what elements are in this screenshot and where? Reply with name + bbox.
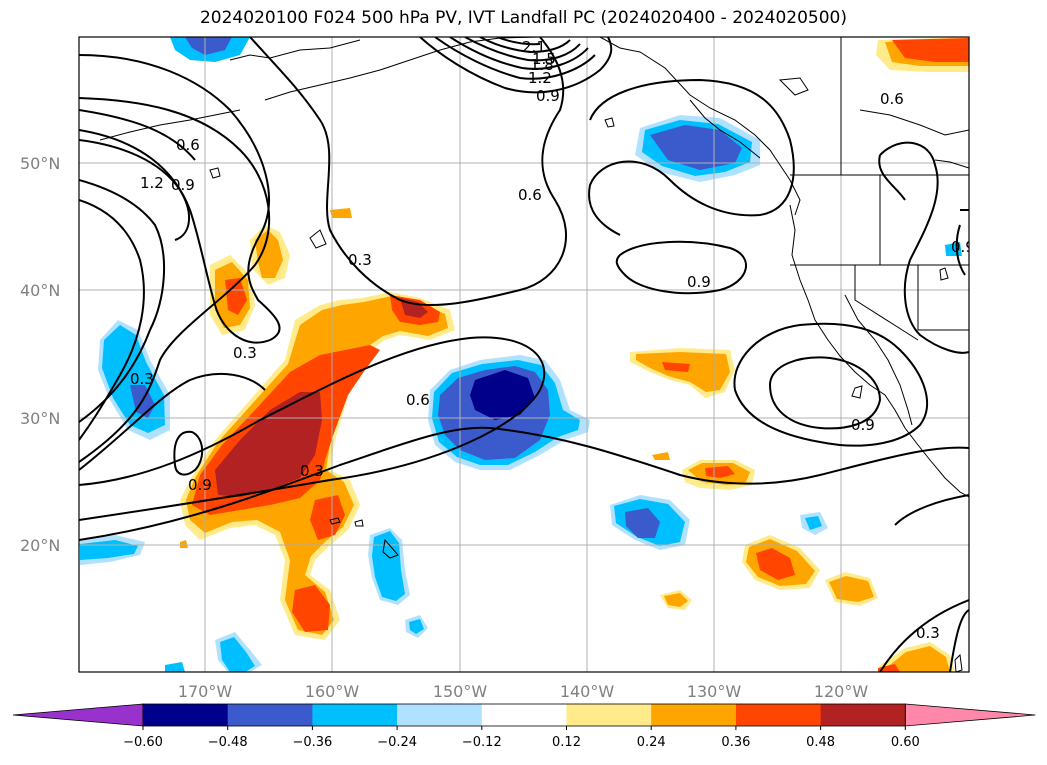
- colorbar-segment: [227, 704, 313, 726]
- contour-label: 0.6: [176, 136, 200, 154]
- shade-orange-2: [330, 208, 352, 218]
- pv-shading: [80, 37, 969, 672]
- shade-red-br: [878, 664, 900, 672]
- colorbar-segment: [481, 704, 567, 726]
- colorbar-segment: [397, 704, 483, 726]
- lon-label: 150°W: [433, 682, 488, 701]
- contour-label: 0.3: [300, 462, 324, 480]
- colorbar-segment: [651, 704, 737, 726]
- colorbar-tick-label: −0.48: [208, 735, 248, 750]
- colorbar-segment: [143, 704, 229, 726]
- shade-orange-br: [884, 646, 950, 672]
- map-background: [79, 37, 969, 672]
- map-content: 2.1 1.8 1.2 1.5 0.9 0.6 0.9 1.2 0.6 0.3 …: [79, 37, 975, 672]
- colorbar-tick-label: 0.24: [637, 735, 666, 750]
- shade-blue-gulf: [650, 125, 742, 170]
- map-title: 2024020100 F024 500 hPa PV, IVT Landfall…: [199, 8, 847, 28]
- contour-label: 0.9: [188, 476, 212, 494]
- contour-label: 0.9: [536, 87, 560, 105]
- colorbar-tick-label: 0.60: [891, 735, 920, 750]
- shade-red-south-ar: [310, 495, 345, 540]
- contour-label: 0.9: [851, 416, 875, 434]
- shade-cyan-s3: [220, 637, 255, 672]
- contour-label: 0.9: [171, 176, 195, 194]
- contour-label: 1.5: [532, 50, 556, 68]
- colorbar-segment: [735, 704, 822, 726]
- colorbar-frame: [142, 703, 906, 727]
- lon-label: 160°W: [305, 682, 360, 701]
- colorbar-tick-label: −0.36: [292, 735, 332, 750]
- colorbar-tick-label: −0.24: [377, 735, 417, 750]
- shade-cyan-s2: [409, 619, 424, 634]
- contour-label: 0.3: [233, 344, 257, 362]
- shade-red-1: [225, 278, 247, 315]
- contour-label: 1.8: [530, 56, 554, 74]
- contour-label: 0.6: [880, 90, 904, 108]
- pv-contours: [79, 37, 969, 672]
- contour-label: 0.6: [518, 186, 542, 204]
- shade-orange-east: [636, 352, 730, 392]
- contour-label: 1.2: [528, 69, 552, 87]
- lat-label: 50°N: [20, 154, 60, 173]
- lon-label: 140°W: [560, 682, 615, 701]
- shade-cyan-s1: [372, 531, 405, 601]
- contour-label: 0.3: [916, 624, 940, 642]
- shade-orange-small: [664, 593, 688, 607]
- colorbar-extend-low: [12, 703, 144, 727]
- colorbar-tick-label: −0.12: [462, 735, 502, 750]
- shade-red-south2-ar: [292, 585, 330, 632]
- contour-label: 2.1: [522, 38, 546, 56]
- colorbar-segment: [566, 704, 652, 726]
- contour-label: 0.3: [348, 251, 372, 269]
- colorbar-segment: [820, 704, 906, 726]
- lat-label: 40°N: [20, 281, 60, 300]
- lon-label: 120°W: [814, 682, 869, 701]
- lon-labels: 170°W 160°W 150°W 140°W 130°W 120°W: [178, 682, 869, 701]
- shade-blue-es: [625, 508, 660, 538]
- shade-orange-east3: [652, 452, 670, 460]
- map-frame: [78, 36, 970, 673]
- contour-label: 0.3: [130, 370, 154, 388]
- shade-red-east: [662, 362, 690, 372]
- contour-label: 1.2: [140, 174, 164, 192]
- shade-orange-tiny: [180, 540, 188, 548]
- contour-labels: 2.1 1.8 1.2 1.5 0.9 0.6 0.9 1.2 0.6 0.3 …: [130, 38, 975, 642]
- colorbar-extend-high: [904, 703, 1036, 727]
- shade-cyan-small: [805, 516, 822, 530]
- shade-red-se: [756, 548, 795, 580]
- lat-label: 20°N: [20, 536, 60, 555]
- lat-label: 30°N: [20, 409, 60, 428]
- lon-label: 170°W: [178, 682, 233, 701]
- lat-labels: 50°N 40°N 30°N 20°N: [20, 154, 60, 555]
- colorbar-segment: [312, 704, 398, 726]
- colorbar: −0.60 −0.48 −0.36 −0.24 −0.12 0.12 0.24 0.36 0.4…: [12, 703, 1036, 750]
- shade-orange-se2: [829, 576, 874, 602]
- colorbar-tick-label: −0.60: [123, 735, 163, 750]
- contour-label: 0.6: [406, 391, 430, 409]
- colorbar-tick-label: 0.48: [806, 735, 835, 750]
- shade-cyan-s4: [165, 662, 185, 672]
- shade-orange-1: [255, 230, 283, 278]
- colorbar-tick-label: 0.12: [552, 735, 581, 750]
- contour-label: 0.9: [687, 273, 711, 291]
- shade-red-topright: [892, 38, 969, 62]
- colorbar-tick-label: 0.36: [721, 735, 750, 750]
- coastlines: [99, 37, 969, 672]
- shade-navy-trough: [470, 370, 535, 420]
- shade-red-east2: [705, 466, 735, 478]
- lon-label: 130°W: [687, 682, 742, 701]
- contour-label: 0.9: [951, 238, 975, 256]
- shade-blue-top-core: [185, 37, 232, 55]
